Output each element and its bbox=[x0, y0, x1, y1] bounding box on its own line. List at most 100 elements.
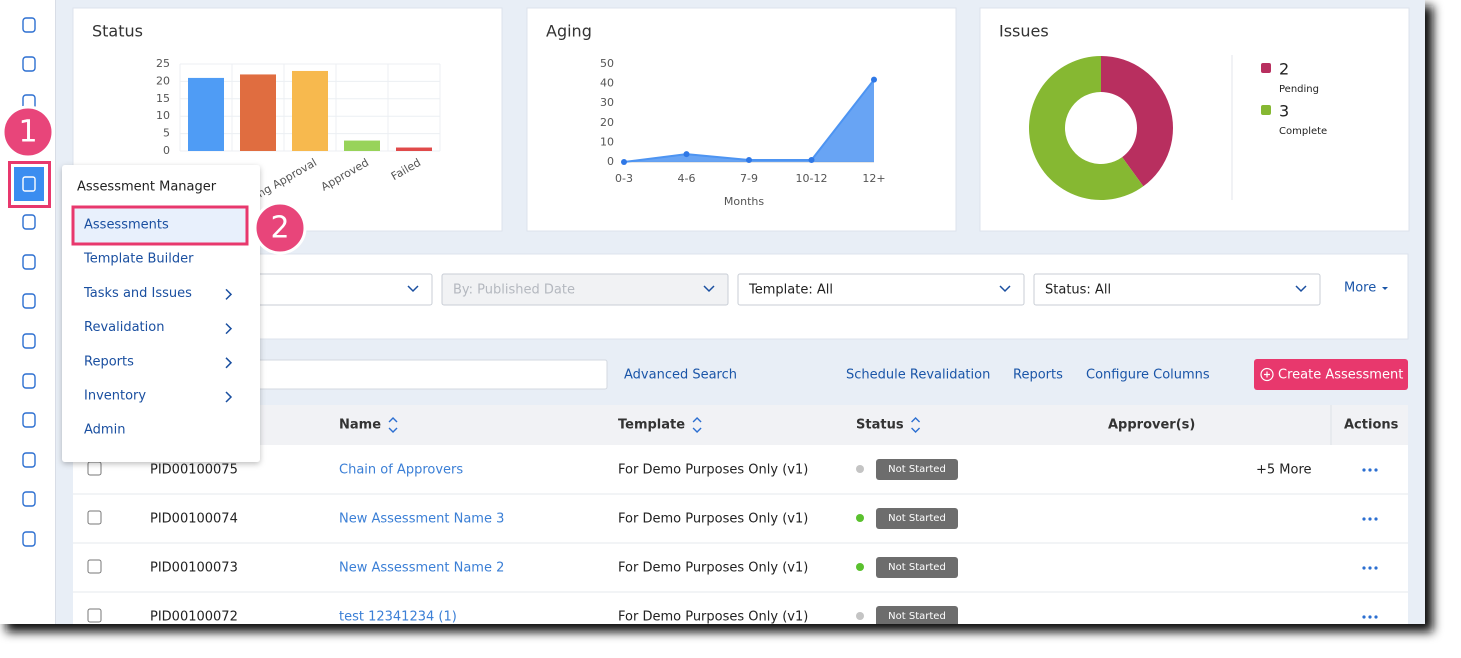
menu-item[interactable]: Inventory bbox=[84, 389, 146, 404]
actions-dot[interactable] bbox=[1368, 566, 1372, 570]
row-checkbox[interactable] bbox=[87, 559, 102, 574]
x-axis-label: Months bbox=[724, 195, 764, 208]
create-label[interactable]: Create Assessment bbox=[1278, 368, 1403, 383]
bar bbox=[292, 70, 328, 151]
column-header: Approver(s) bbox=[1108, 418, 1195, 433]
status-dot bbox=[856, 514, 864, 522]
sidebar-icon[interactable] bbox=[22, 373, 36, 389]
dropdown-label: Status: All bbox=[1045, 283, 1111, 298]
column-header[interactable]: Template bbox=[618, 418, 685, 433]
actions-dot[interactable] bbox=[1374, 615, 1378, 619]
actions-dot[interactable] bbox=[1368, 615, 1372, 619]
toolbar-link[interactable]: Reports bbox=[1013, 368, 1063, 383]
sidebar-icon[interactable] bbox=[22, 531, 36, 547]
legend-label: Complete bbox=[1279, 126, 1327, 137]
status-label: Not Started bbox=[888, 464, 946, 475]
status-dot bbox=[856, 465, 864, 473]
menu-item[interactable]: Revalidation bbox=[84, 320, 164, 335]
legend-value: 3 bbox=[1279, 102, 1289, 121]
status-badge bbox=[876, 606, 958, 624]
sidebar-icon[interactable] bbox=[22, 412, 36, 428]
sidebar bbox=[0, 0, 55, 624]
row-checkbox[interactable] bbox=[87, 608, 102, 623]
point bbox=[621, 159, 627, 165]
toolbar-link[interactable]: Configure Columns bbox=[1086, 368, 1210, 383]
sidebar-active[interactable] bbox=[14, 167, 44, 201]
point bbox=[746, 157, 752, 164]
status-label: Not Started bbox=[888, 562, 946, 573]
y-tick-label: 25 bbox=[156, 57, 170, 70]
dropdown[interactable] bbox=[1033, 273, 1321, 306]
actions-dot[interactable] bbox=[1374, 517, 1378, 521]
sidebar-icon[interactable] bbox=[22, 333, 36, 349]
status-label: Not Started bbox=[888, 611, 946, 622]
dropdown-chevron bbox=[999, 285, 1011, 293]
menu-item[interactable]: Template Builder bbox=[83, 252, 194, 267]
menu-item[interactable]: Reports bbox=[84, 354, 134, 369]
point bbox=[871, 76, 877, 83]
bar bbox=[344, 140, 380, 151]
sidebar-icon[interactable] bbox=[22, 214, 36, 230]
point bbox=[808, 157, 815, 164]
actions-dot[interactable] bbox=[1374, 468, 1378, 472]
dropdown[interactable] bbox=[737, 273, 1025, 306]
submenu-chevron bbox=[225, 391, 233, 403]
dropdown-label: By: Published Date bbox=[453, 283, 575, 298]
submenu-chevron bbox=[225, 288, 233, 300]
more-button[interactable]: More bbox=[1344, 281, 1376, 296]
bar bbox=[240, 74, 276, 151]
highlight-box bbox=[8, 161, 51, 208]
row-template: For Demo Purposes Only (v1) bbox=[618, 561, 808, 576]
dropdown-label: Template: All bbox=[748, 283, 833, 298]
y-tick-label: 40 bbox=[600, 77, 614, 90]
row-name[interactable]: New Assessment Name 3 bbox=[339, 512, 504, 527]
table-header bbox=[73, 405, 1408, 445]
toolbar-link[interactable]: Schedule Revalidation bbox=[846, 368, 990, 383]
sidebar-icon[interactable] bbox=[22, 56, 36, 72]
status-label: Not Started bbox=[888, 513, 946, 524]
menu-item[interactable]: Admin bbox=[84, 423, 125, 438]
x-tick-label: 4-6 bbox=[678, 172, 696, 185]
more-caret bbox=[1382, 287, 1388, 290]
area bbox=[624, 79, 874, 162]
sidebar-icon[interactable] bbox=[22, 293, 36, 309]
row-id: PID00100075 bbox=[150, 463, 238, 478]
actions-dot[interactable] bbox=[1362, 566, 1366, 570]
x-tick-label: 7-9 bbox=[740, 172, 758, 185]
row-name[interactable]: test 12341234 (1) bbox=[339, 610, 457, 625]
actions-dot[interactable] bbox=[1368, 468, 1372, 472]
point bbox=[683, 151, 690, 158]
row-approvers[interactable]: +5 More bbox=[1256, 463, 1312, 478]
create-button[interactable] bbox=[1254, 359, 1408, 390]
y-tick-label: 0 bbox=[607, 155, 614, 168]
row-checkbox[interactable] bbox=[87, 461, 102, 476]
bar bbox=[396, 147, 432, 151]
row-name[interactable]: New Assessment Name 2 bbox=[339, 561, 504, 576]
actions-dot[interactable] bbox=[1362, 517, 1366, 521]
row-name[interactable]: Chain of Approvers bbox=[339, 463, 463, 478]
callout-number: 1 bbox=[18, 115, 37, 150]
sidebar-icon[interactable] bbox=[22, 17, 36, 33]
actions-dot[interactable] bbox=[1362, 615, 1366, 619]
row-id: PID00100072 bbox=[150, 610, 238, 625]
column-header[interactable]: Status bbox=[856, 418, 904, 433]
actions-dot[interactable] bbox=[1362, 468, 1366, 472]
y-tick-label: 5 bbox=[163, 127, 170, 140]
row-checkbox[interactable] bbox=[87, 510, 102, 525]
sidebar-icon[interactable] bbox=[22, 491, 36, 507]
sidebar-icon[interactable] bbox=[22, 452, 36, 468]
menu-item[interactable]: Assessments bbox=[84, 218, 169, 233]
sidebar-icon[interactable] bbox=[22, 254, 36, 270]
status-badge bbox=[876, 557, 958, 578]
y-tick-label: 10 bbox=[156, 109, 170, 122]
menu-item[interactable]: Tasks and Issues bbox=[83, 286, 192, 301]
advanced-search-link[interactable]: Advanced Search bbox=[624, 368, 737, 383]
donut-slice bbox=[1029, 56, 1144, 200]
sort-icon bbox=[692, 417, 702, 433]
actions-dot[interactable] bbox=[1368, 517, 1372, 521]
actions-dot[interactable] bbox=[1374, 566, 1378, 570]
column-header[interactable]: Name bbox=[339, 418, 381, 433]
x-tick-label: 0-3 bbox=[615, 172, 633, 185]
